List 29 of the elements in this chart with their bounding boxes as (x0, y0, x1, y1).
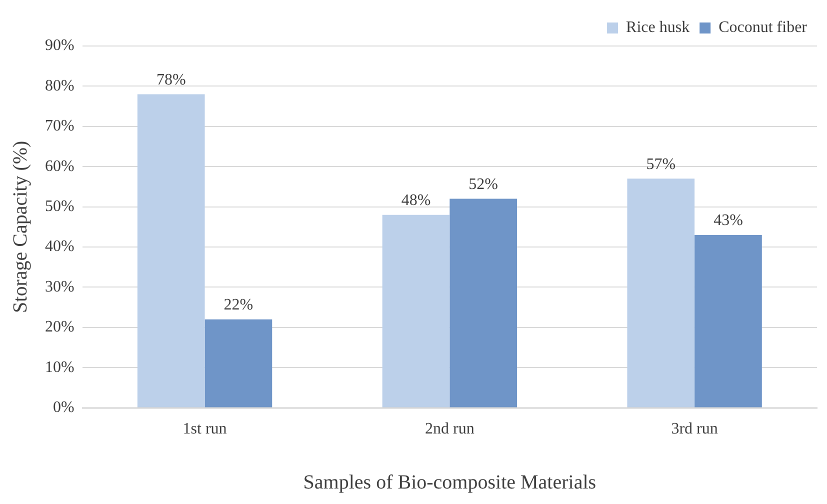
bar (694, 234, 762, 408)
data-label: 52% (468, 176, 498, 193)
bar (137, 94, 205, 408)
bar (382, 214, 450, 408)
y-tick-label: 80% (45, 77, 74, 94)
x-tick-label: 3rd run (671, 420, 718, 438)
x-axis-title: Samples of Bio-composite Materials (303, 471, 596, 494)
y-tick-label: 60% (45, 158, 74, 175)
y-tick-label: 0% (53, 399, 74, 416)
y-axis-title: Storage Capacity (%) (9, 140, 32, 313)
bar (204, 319, 272, 408)
data-label: 57% (646, 156, 676, 173)
data-label: 48% (401, 192, 431, 210)
y-tick-label: 90% (45, 37, 74, 54)
x-tick-label: 2nd run (425, 420, 474, 438)
legend-label: Rice husk (626, 19, 690, 36)
y-tick-label: 30% (45, 278, 74, 296)
y-tick-label: 50% (45, 198, 74, 216)
y-tick-label: 20% (45, 318, 74, 336)
x-tick-label: 1st run (182, 420, 227, 438)
bar (450, 198, 518, 408)
data-label: 22% (224, 296, 254, 314)
y-tick-label: 40% (45, 238, 74, 256)
legend-label: Coconut fiber (718, 19, 808, 36)
y-tick-label: 10% (45, 358, 74, 376)
data-label: 78% (156, 71, 186, 88)
bar (627, 178, 695, 408)
data-label: 43% (714, 212, 743, 230)
y-tick-label: 70% (45, 118, 74, 135)
